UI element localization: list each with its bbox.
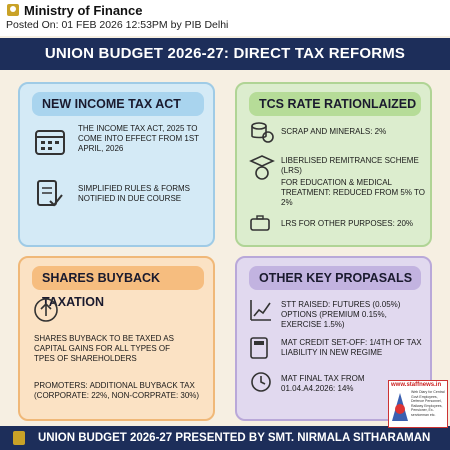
item-text: LRS FOR OTHER PURPOSES: 20% [281,219,414,228]
footer-emblem [13,431,25,445]
watermark: www.staffnews.in Web Diary for Central G… [388,380,448,428]
item-text: FOR EDUCATION & MEDICAL TREATMENT: REDUC… [281,178,426,207]
emblem [7,4,19,16]
briefcase-icon [250,215,270,231]
banner: UNION BUDGET 2026-27: DIRECT TAX REFORMS [0,38,450,70]
item-text: THE INCOME TAX ACT, 2025 TO COME INTO EF… [78,124,199,153]
card-title: TCS RATE RATIONLAIZED [249,92,421,116]
card: SHARES BUYBACK TAXATION SHARES BUYBACK T… [18,256,215,421]
card: NEW INCOME TAX ACT THE INCOME TAX ACT, 2… [18,82,215,247]
card-title: OTHER KEY PROPASALS [249,266,421,290]
footer: UNION BUDGET 2026-27 PRESENTED BY SMT. N… [0,426,450,450]
card: TCS RATE RATIONLAIZED SCRAP AND MINERALS… [235,82,432,247]
item-text: MAT CREDIT SET-OFF: 1/4TH OF TAX LIABILI… [281,338,422,357]
item-text: LIBERLISED REMITRANCE SCHEME (LRS) [281,156,419,175]
item-text: MAT FINAL TAX FROM 01.04.A4.2026: 14% [281,374,365,393]
coins-icon [251,122,274,143]
ministry: Ministry of Finance [24,3,143,18]
watermark-url: www.staffnews.in [391,382,442,388]
card-title: NEW INCOME TAX ACT [32,92,204,116]
item-text: SIMPLIFIED RULES & FORMS NOTIFIED IN DUE… [78,184,191,203]
watermark-description: Web Diary for Central Govt Employees, De… [411,390,445,417]
item-text: SHARES BUYBACK TO BE TAXED AS CAPITAL GA… [34,334,174,363]
chart-icon [250,300,271,321]
clock-icon [251,372,271,392]
document-icon [37,180,63,207]
calculator-icon [250,337,268,359]
posted-on: Posted On: 01 FEB 2026 12:53PM by PIB De… [6,19,229,31]
watermark-logo [392,393,408,421]
item-text: PROMOTERS: ADDITIONAL BUYBACK TAX (CORPO… [34,381,200,400]
top-bar: Ministry of Finance Posted On: 01 FEB 20… [0,0,450,36]
item-text: SCRAP AND MINERALS: 2% [281,127,387,136]
calendar-icon [35,130,65,155]
item-text: STT RAISED: FUTURES (0.05%) OPTIONS (PRE… [281,300,401,329]
card-title: SHARES BUYBACK TAXATION [32,266,204,309]
arrow-icon [34,298,58,322]
graduation-icon [249,155,275,180]
